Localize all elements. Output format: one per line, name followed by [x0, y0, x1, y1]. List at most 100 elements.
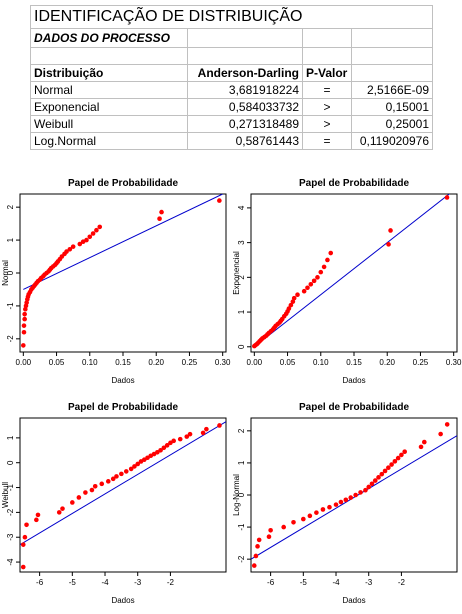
- data-point: [22, 534, 28, 540]
- x-tick-label: 0.25: [182, 358, 198, 367]
- data-point: [128, 466, 134, 472]
- data-point: [320, 507, 326, 512]
- y-tick-label: 2: [237, 275, 246, 280]
- table-row: Exponencial 0,584033732 > 0,15001: [30, 98, 433, 116]
- data-point: [386, 242, 391, 247]
- data-point: [266, 534, 272, 540]
- data-point: [363, 487, 368, 493]
- data-point: [353, 492, 358, 498]
- x-tick-label: 0.15: [346, 358, 362, 367]
- y-tick-label: -3: [6, 533, 15, 541]
- weibull-probability-plot: Papel de Probabilidade -6 -5 -4 -3 -2 -4 -3 -2 -1…: [1, 402, 227, 605]
- plot-area: [251, 422, 457, 568]
- reference-line: [251, 435, 457, 560]
- plot-frame: [19, 193, 227, 353]
- plot-frame: [250, 193, 458, 353]
- table-row: Log.Normal 0,58761443 = 0,119020976: [30, 132, 433, 150]
- data-point: [286, 306, 292, 311]
- data-point: [256, 537, 262, 543]
- data-point: [70, 244, 76, 249]
- data-point: [159, 209, 164, 215]
- data-point: [422, 439, 427, 445]
- data-point: [123, 469, 129, 474]
- normal-probability-plot: Papel de Probabilidade 0.00 0.05 0.10 0.15 0.…: [1, 178, 231, 385]
- data-point: [402, 449, 407, 454]
- row-op: =: [302, 132, 352, 150]
- header-p-valor: P-Valor: [302, 64, 352, 82]
- data-point: [110, 476, 116, 482]
- sheet-title: IDENTIFICAÇÃO DE DISTRIBUIÇÃO: [30, 5, 433, 29]
- data-point: [83, 490, 88, 495]
- exponential-probability-plot: Papel de Probabilidade 0.00 0.05 0.10 0.15 0.…: [232, 178, 462, 385]
- data-point: [399, 452, 404, 458]
- data-point: [119, 471, 124, 477]
- data-point: [90, 231, 96, 236]
- data-point: [315, 275, 320, 280]
- data-point: [22, 311, 27, 317]
- sheet-subtitle: DADOS DO PROCESSO: [30, 28, 188, 48]
- data-point: [307, 513, 313, 519]
- y-tick-label: -1: [6, 483, 15, 491]
- x-axis-label: Dados: [111, 596, 134, 605]
- data-point: [21, 323, 27, 328]
- data-point: [388, 228, 393, 233]
- data-point: [200, 430, 206, 436]
- data-point: [358, 490, 363, 495]
- y-tick-label: 3: [237, 240, 246, 245]
- y-tick-label: 0: [237, 492, 246, 497]
- data-point: [318, 269, 324, 275]
- row-p: 2,5166E-09: [351, 81, 433, 99]
- data-point: [392, 459, 398, 464]
- row-p: 0,119020976: [351, 132, 433, 150]
- data-point: [34, 517, 39, 523]
- plot-frame: [19, 417, 227, 573]
- row-ad: 0,58761443: [187, 132, 303, 150]
- data-point: [251, 563, 257, 568]
- table-row: Normal 3,681918224 = 2,5166E-09: [30, 81, 433, 99]
- plot-title: Papel de Probabilidade: [68, 178, 178, 189]
- x-tick-label: 0.25: [413, 358, 429, 367]
- y-tick-label: 2: [237, 428, 246, 433]
- data-point: [171, 438, 176, 444]
- data-point: [20, 542, 26, 547]
- data-point: [164, 443, 170, 448]
- data-point: [268, 527, 273, 533]
- data-point: [87, 234, 93, 240]
- plot-area: [252, 194, 451, 349]
- x-tick-label: 0.05: [49, 358, 65, 367]
- data-point: [301, 516, 306, 522]
- data-point: [418, 444, 424, 450]
- data-point: [204, 426, 209, 432]
- row-ad: 3,681918224: [187, 81, 303, 99]
- data-point: [89, 487, 95, 493]
- y-tick-label: -1: [6, 302, 15, 310]
- data-point: [161, 445, 167, 451]
- data-point: [389, 462, 394, 467]
- data-point: [328, 250, 334, 256]
- data-point: [444, 422, 450, 427]
- y-tick-label: -2: [6, 335, 15, 343]
- data-point: [94, 227, 99, 233]
- row-op: =: [302, 81, 352, 99]
- x-tick-label: -2: [398, 578, 406, 587]
- y-tick-label: 4: [237, 205, 246, 210]
- data-point: [311, 278, 317, 284]
- data-point: [184, 434, 190, 439]
- data-point: [114, 474, 119, 479]
- plot-area: [21, 194, 223, 348]
- y-tick-label: -2: [6, 508, 15, 516]
- y-tick-label: -2: [237, 555, 246, 563]
- x-tick-label: 0.20: [379, 358, 395, 367]
- header-anderson-darling: Anderson-Darling: [187, 64, 303, 82]
- data-point: [395, 455, 401, 461]
- data-point: [21, 329, 27, 335]
- x-tick-label: 0.30: [215, 358, 231, 367]
- y-tick-label: 1: [6, 435, 15, 440]
- data-point: [35, 512, 41, 518]
- row-name: Log.Normal: [30, 132, 188, 150]
- data-point: [327, 504, 332, 510]
- data-point: [386, 465, 391, 471]
- data-point: [301, 288, 307, 294]
- row-ad: 0,271318489: [187, 115, 303, 133]
- data-point: [325, 257, 330, 263]
